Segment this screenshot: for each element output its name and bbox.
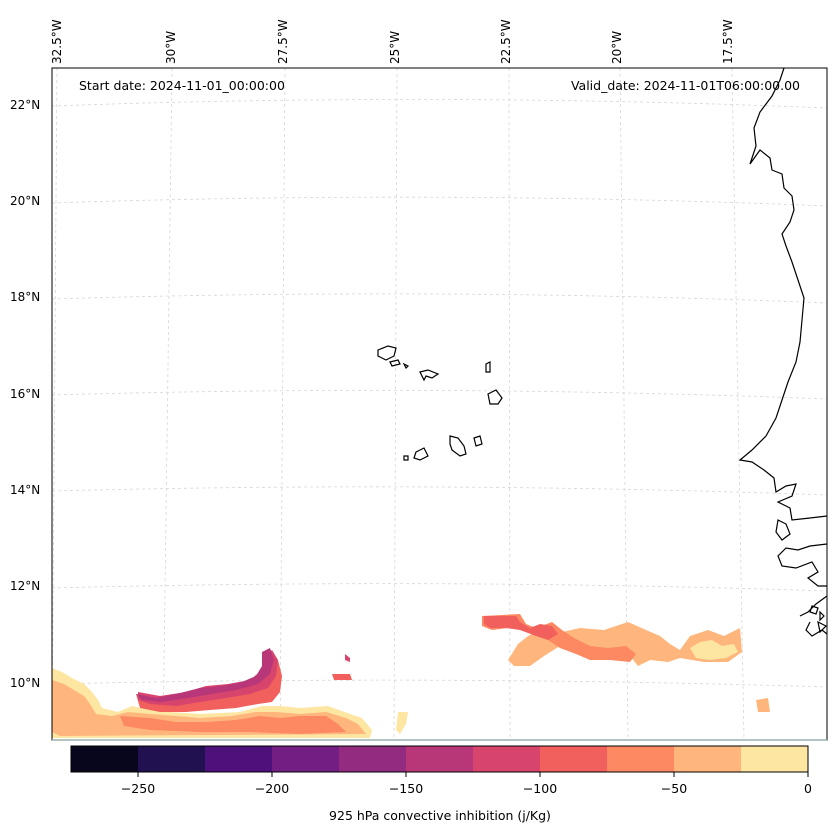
lon-label-22-5w: 22.5°W <box>499 19 513 64</box>
colorbar-segment <box>138 746 206 772</box>
colorbar-segment <box>205 746 273 772</box>
lon-label-27-5w: 27.5°W <box>276 19 290 64</box>
lat-gridlines <box>51 99 828 688</box>
colorbar-segment <box>272 746 340 772</box>
africa-coastline <box>738 67 828 637</box>
lat-label-10n: 10°N <box>10 676 41 690</box>
bijagos-islands <box>809 605 828 634</box>
colorbar-tick-label: −250 <box>120 781 156 796</box>
maio-island <box>473 435 483 447</box>
colorbar-tick-label: −100 <box>522 781 558 796</box>
coastlines <box>377 67 828 637</box>
colorbar-segment <box>406 746 474 772</box>
colorbar-label: 925 hPa convective inhibition (j/Kg) <box>329 808 551 823</box>
brava-island <box>403 455 409 461</box>
cin-area-red-east <box>484 616 558 640</box>
cin-contours <box>52 614 770 738</box>
colorbar-segment <box>339 746 407 772</box>
colorbar <box>70 745 809 777</box>
lon-label-20w: 20°W <box>610 30 624 64</box>
cin-area-small-1 <box>332 674 352 680</box>
colorbar-segment <box>473 746 541 772</box>
cin-area-pink-west <box>138 650 278 706</box>
colorbar-segment <box>540 746 608 772</box>
cin-area-small-2 <box>345 654 350 662</box>
colorbar-tick-label: −150 <box>388 781 424 796</box>
colorbar-tick-label: 0 <box>804 781 812 796</box>
colorbar-segment <box>607 746 675 772</box>
lon-label-32-5w: 32.5°W <box>50 19 64 64</box>
lat-label-22n: 22°N <box>10 98 41 112</box>
lon-label-25w: 25°W <box>388 30 402 64</box>
lat-label-18n: 18°N <box>10 290 41 304</box>
sal-island <box>485 361 491 373</box>
colorbar-segment <box>674 746 742 772</box>
start-date-text: Start date: 2024-11-01_00:00:00 <box>79 78 285 93</box>
cin-area-salmon-west <box>120 716 346 734</box>
santiago-island <box>449 435 467 457</box>
sao-nicolau-island <box>419 369 440 382</box>
boa-vista-island <box>487 389 503 405</box>
lat-label-16n: 16°N <box>10 387 41 401</box>
africa-inlet <box>775 519 791 541</box>
colorbar-border <box>70 745 809 773</box>
sao-vicente-island <box>389 359 401 367</box>
cin-area-light-east <box>690 640 738 660</box>
colorbar-segment <box>741 746 809 772</box>
valid-date-text: Valid_date: 2024-11-01T06:00:00.00 <box>570 78 800 93</box>
lon-label-30w: 30°W <box>164 30 178 64</box>
lat-label-12n: 12°N <box>10 579 41 593</box>
santa-luzia-islet <box>402 362 410 370</box>
lon-label-17-5w: 17.5°W <box>721 19 735 64</box>
colorbar-segment <box>71 746 139 772</box>
santo-antao-island <box>377 345 397 361</box>
colorbar-tick-label: −200 <box>254 781 290 796</box>
cin-area-small-3 <box>396 712 408 734</box>
lat-label-20n: 20°N <box>10 194 41 208</box>
lat-label-14n: 14°N <box>10 483 41 497</box>
cin-area-small-4 <box>756 698 770 712</box>
cin-area-magenta-west <box>136 648 274 702</box>
colorbar-tick-label: −50 <box>660 781 688 796</box>
fogo-island <box>413 447 429 461</box>
